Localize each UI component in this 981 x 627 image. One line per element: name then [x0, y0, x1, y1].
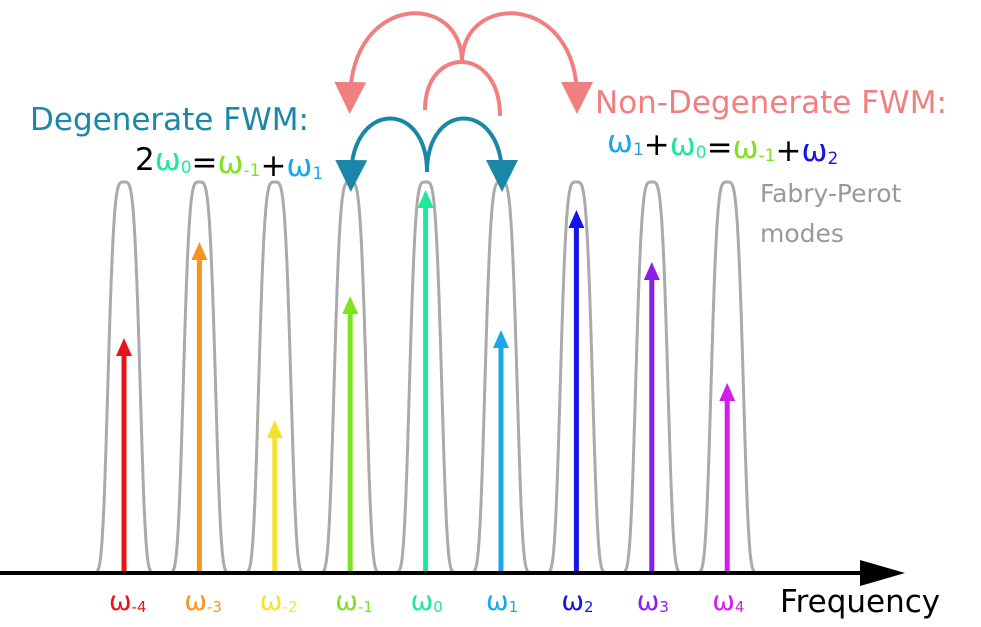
mode-subscript: -1: [358, 598, 373, 616]
mode-symbol: ω: [260, 586, 283, 617]
fabry-perot-peak: [613, 180, 690, 575]
degenerate-equation: 2ω0=ω-1+ω1: [135, 142, 323, 184]
mode-subscript: -2: [282, 598, 297, 616]
mode-subscript: 1: [509, 598, 519, 616]
mode-arrowhead: [643, 262, 660, 280]
equation-subscript: 1: [312, 164, 323, 184]
degenerate-arrow-right: [425, 116, 518, 192]
mode-subscript: 4: [735, 598, 745, 616]
equation-subscript: 2: [827, 149, 838, 169]
mode-labels: ω-4 ω-3 ω-2 ω-1 ω0 ω1 ω2 ω3 ω4: [109, 586, 744, 617]
equation-part: +: [644, 127, 670, 163]
mode-symbol: ω: [486, 586, 509, 617]
degenerate-arrow-left: [335, 116, 429, 192]
fabry-perot-peak: [387, 180, 464, 575]
mode-symbol: ω: [637, 586, 660, 617]
equation-part: 2: [135, 142, 155, 178]
mode-symbol: ω: [561, 586, 584, 617]
degenerate-title: Degenerate FWM:: [30, 102, 309, 138]
non-degenerate-arrow-small: [423, 60, 502, 117]
non-degenerate-arrow-left: [334, 11, 464, 114]
mode-arrowhead: [116, 338, 132, 356]
equation-subscript: -1: [243, 161, 260, 181]
mode-subscript: -4: [132, 598, 147, 616]
mode-symbol: ω: [335, 586, 358, 617]
fabry-perot-peak: [236, 180, 313, 575]
mode-arrowhead: [191, 242, 208, 260]
mode-arrowhead: [493, 330, 509, 348]
equation-subscript: 1: [633, 140, 644, 160]
mode-label: ω-2: [260, 586, 298, 617]
mode-label: ω3: [637, 586, 669, 617]
mode-label: ω4: [712, 586, 744, 617]
fabry-perot-label: modes: [760, 219, 844, 248]
mode-symbol: ω: [411, 586, 434, 617]
equation-part: +: [775, 133, 801, 169]
mode-label: ω2: [561, 586, 593, 617]
non-degenerate-equation: ω1+ω0=ω-1+ω2: [607, 124, 838, 169]
equation-part: =: [707, 130, 733, 166]
mode-subscript: 2: [584, 598, 594, 616]
equation-part: ω: [801, 133, 827, 169]
mode-symbol: ω: [184, 586, 207, 617]
equation-part: ω: [670, 127, 696, 163]
equation-part: ω: [218, 145, 244, 181]
mode-arrowhead: [266, 420, 283, 438]
equation-part: ω: [607, 124, 633, 160]
mode-symbol: ω: [712, 586, 735, 617]
axis-label: Frequency: [780, 584, 940, 620]
mode-label: ω1: [486, 586, 518, 617]
fabry-perot-peak: [538, 180, 615, 575]
equation-part: +: [260, 148, 286, 184]
mode-label: ω0: [411, 586, 443, 617]
equation-subscript: -1: [759, 146, 776, 166]
mode-subscript: -3: [207, 598, 222, 616]
equation-part: ω: [733, 130, 759, 166]
mode-arrowhead: [568, 210, 585, 228]
mode-arrows: [116, 190, 736, 573]
equation-subscript: 0: [181, 158, 192, 178]
mode-label: ω-4: [109, 586, 147, 617]
mode-arrowhead: [417, 190, 434, 208]
mode-arrowhead: [719, 383, 736, 401]
non-degenerate-arrow-right: [460, 11, 593, 114]
mode-subscript: 0: [433, 598, 443, 616]
mode-arrowhead: [342, 296, 359, 314]
fabry-perot-peak: [689, 180, 766, 575]
axis-arrowhead: [860, 560, 905, 586]
non-degenerate-title: Non-Degenerate FWM:: [595, 85, 947, 121]
mode-subscript: 3: [659, 598, 669, 616]
fabry-perot-peak: [161, 180, 238, 575]
mode-label: ω-3: [184, 586, 222, 617]
fabry-perot-label: Fabry-Perot: [760, 179, 902, 208]
fabry-perot-peak: [86, 180, 162, 575]
equation-part: =: [192, 145, 218, 181]
equation-subscript: 0: [696, 143, 707, 163]
mode-label: ω-1: [335, 586, 373, 617]
mode-symbol: ω: [109, 586, 132, 617]
equation-part: ω: [155, 142, 181, 178]
equation-part: ω: [286, 148, 312, 184]
